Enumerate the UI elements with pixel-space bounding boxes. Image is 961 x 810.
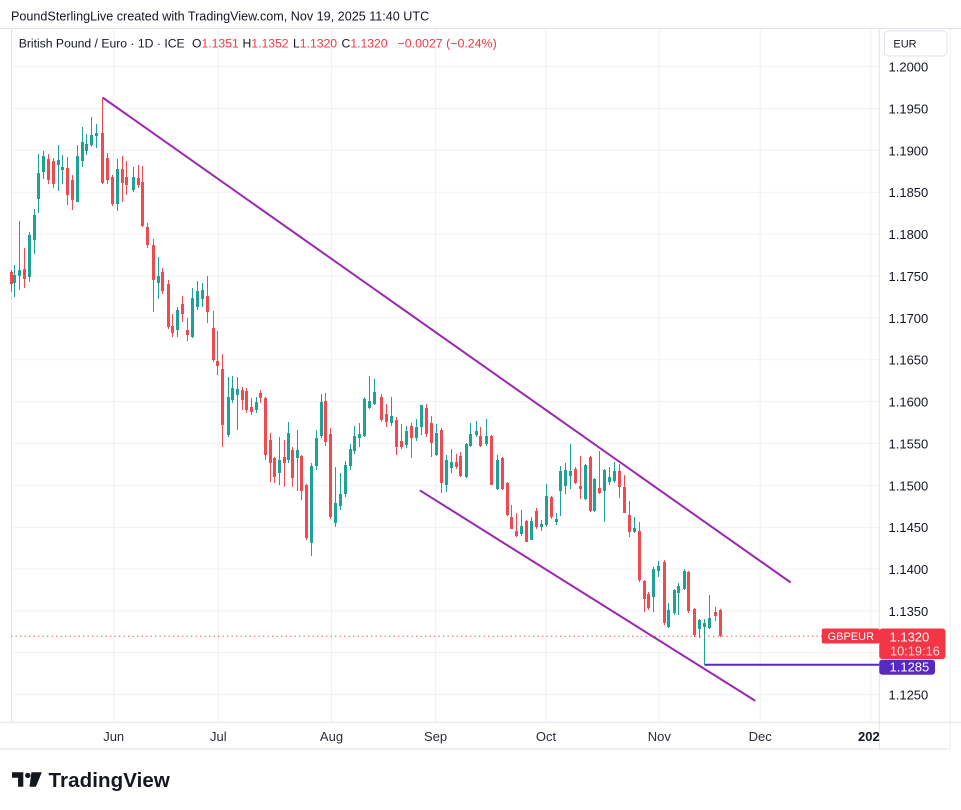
svg-text:TradingView: TradingView (49, 769, 170, 792)
svg-text:GBPEUR: GBPEUR (828, 631, 875, 643)
svg-text:Sep: Sep (424, 729, 447, 744)
svg-text:1.1500: 1.1500 (889, 478, 929, 493)
svg-text:1.1700: 1.1700 (889, 311, 929, 326)
svg-text:−0.0027 (−0.24%): −0.0027 (−0.24%) (398, 37, 497, 51)
svg-text:H1.1352: H1.1352 (243, 37, 289, 51)
svg-text:Dec: Dec (749, 729, 773, 744)
svg-text:Nov: Nov (648, 729, 672, 744)
svg-text:1.1800: 1.1800 (889, 227, 929, 242)
svg-text:1.1750: 1.1750 (889, 269, 929, 284)
svg-text:1.1950: 1.1950 (889, 102, 929, 117)
svg-text:1.2000: 1.2000 (889, 60, 929, 75)
svg-text:1.1400: 1.1400 (889, 562, 929, 577)
svg-text:PoundSterlingLive created with: PoundSterlingLive created with TradingVi… (11, 10, 429, 24)
svg-text:1.1850: 1.1850 (889, 185, 929, 200)
svg-text:1.1285: 1.1285 (890, 660, 930, 675)
svg-text:1.1320: 1.1320 (890, 630, 930, 645)
svg-text:1.1250: 1.1250 (889, 688, 929, 703)
svg-text:1.1450: 1.1450 (889, 520, 929, 535)
svg-text:1.1600: 1.1600 (889, 395, 929, 410)
svg-text:Oct: Oct (536, 729, 557, 744)
svg-text:EUR: EUR (893, 39, 916, 51)
svg-text:1.1350: 1.1350 (889, 604, 929, 619)
svg-text:British Pound / Euro · 1D · IC: British Pound / Euro · 1D · ICE (19, 37, 185, 51)
svg-text:1.1900: 1.1900 (889, 143, 929, 158)
svg-text:10:19:16: 10:19:16 (890, 643, 940, 658)
svg-text:2026: 2026 (858, 729, 887, 744)
svg-text:Aug: Aug (320, 729, 343, 744)
svg-text:L1.1320: L1.1320 (293, 37, 337, 51)
svg-text:1.1650: 1.1650 (889, 353, 929, 368)
svg-text:C1.1320: C1.1320 (342, 37, 388, 51)
svg-text:1.1550: 1.1550 (889, 436, 929, 451)
svg-text:O1.1351: O1.1351 (192, 37, 239, 51)
svg-text:Jun: Jun (103, 729, 124, 744)
svg-text:Jul: Jul (210, 729, 227, 744)
